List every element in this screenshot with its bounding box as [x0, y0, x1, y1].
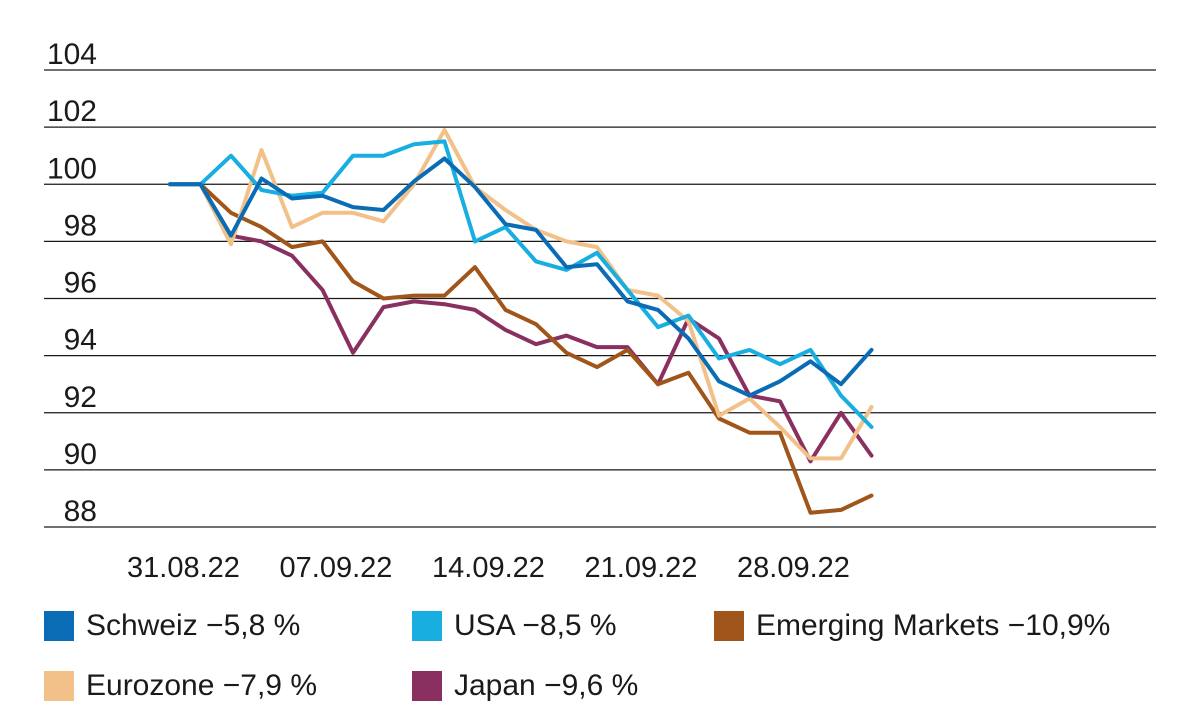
y-tick-label: 98 [64, 209, 97, 242]
y-tick-label: 102 [47, 95, 97, 128]
series-line [168, 128, 874, 461]
x-tick-label: 28.09.22 [737, 552, 850, 584]
series-line [168, 156, 874, 398]
y-tick-label: 96 [64, 267, 97, 300]
x-tick-label: 21.09.22 [585, 552, 698, 584]
y-tick-label: 94 [64, 324, 97, 357]
x-axis-ticks: 31.08.22 07.09.22 14.09.22 21.09.22 28.09.22 [127, 552, 850, 584]
x-tick-label: 14.09.22 [432, 552, 545, 584]
y-axis-ticks: 104 102 100 98 96 94 92 90 88 [47, 38, 97, 528]
x-tick-label: 07.09.22 [280, 552, 393, 584]
series-line [168, 182, 874, 515]
y-tick-label: 92 [64, 381, 97, 414]
y-tick-label: 88 [64, 495, 97, 528]
y-tick-label: 104 [47, 38, 97, 71]
y-tick-label: 90 [64, 438, 97, 471]
series-line [168, 182, 874, 464]
series-lines [168, 128, 874, 515]
gridlines [44, 69, 1156, 528]
x-tick-label: 31.08.22 [127, 552, 240, 584]
y-tick-label: 100 [47, 152, 97, 185]
